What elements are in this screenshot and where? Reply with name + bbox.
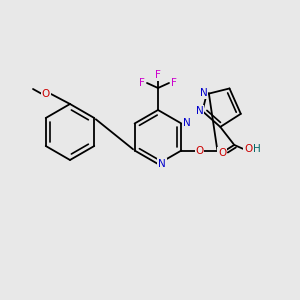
Text: O: O <box>244 144 252 154</box>
Text: F: F <box>155 70 161 80</box>
Text: F: F <box>139 78 145 88</box>
Text: N: N <box>196 106 203 116</box>
Text: O: O <box>218 148 226 158</box>
Text: N: N <box>158 159 166 169</box>
Text: H: H <box>254 144 261 154</box>
Text: F: F <box>171 78 177 88</box>
Text: O: O <box>42 89 50 99</box>
Text: N: N <box>182 118 190 128</box>
Text: N: N <box>200 88 208 98</box>
Text: O: O <box>195 146 203 155</box>
